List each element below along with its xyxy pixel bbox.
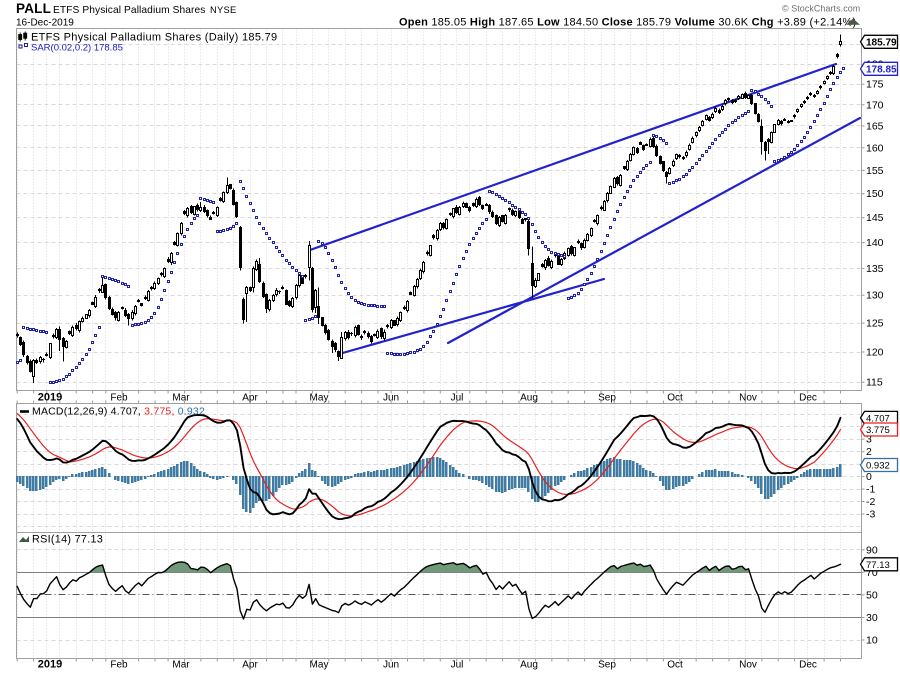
svg-text:Jul: Jul xyxy=(451,660,464,671)
svg-text:May: May xyxy=(310,393,329,404)
svg-text:Aug: Aug xyxy=(520,393,538,404)
svg-text:Apr: Apr xyxy=(242,393,258,404)
svg-text:Feb: Feb xyxy=(110,660,128,671)
svg-text:Aug: Aug xyxy=(520,660,538,671)
svg-text:0: 0 xyxy=(866,471,872,483)
svg-text:150: 150 xyxy=(866,188,884,200)
svg-text:165: 165 xyxy=(866,121,884,133)
svg-text:Sep: Sep xyxy=(598,660,616,671)
svg-text:-3: -3 xyxy=(866,509,875,521)
svg-text:Jul: Jul xyxy=(451,393,464,404)
svg-text:© StockCharts.com: © StockCharts.com xyxy=(782,4,860,14)
svg-text:Nov: Nov xyxy=(739,660,757,671)
svg-text:3.775: 3.775 xyxy=(866,425,890,436)
svg-text:70: 70 xyxy=(866,567,878,579)
svg-text:178.85: 178.85 xyxy=(866,64,897,75)
svg-text:ETFS Physical Palladium Shares: ETFS Physical Palladium Shares (Daily) 1… xyxy=(31,32,277,44)
svg-text:Dec: Dec xyxy=(799,393,817,404)
svg-text:50: 50 xyxy=(866,589,878,601)
svg-text:Jun: Jun xyxy=(383,660,399,671)
svg-text:2019: 2019 xyxy=(38,659,62,671)
svg-text:NYSE: NYSE xyxy=(210,5,237,15)
svg-text:PALL: PALL xyxy=(16,1,51,16)
svg-text:140: 140 xyxy=(866,237,884,249)
svg-text:Oct: Oct xyxy=(667,393,683,404)
svg-text:Nov: Nov xyxy=(739,393,757,404)
svg-text:30: 30 xyxy=(866,612,878,624)
svg-text:-2: -2 xyxy=(866,496,875,508)
svg-text:-1: -1 xyxy=(866,484,875,496)
svg-text:3: 3 xyxy=(866,434,872,446)
svg-text:185.79: 185.79 xyxy=(866,37,897,48)
svg-text:May: May xyxy=(310,660,329,671)
svg-text:Oct: Oct xyxy=(667,660,683,671)
svg-text:Jun: Jun xyxy=(383,393,399,404)
svg-text:Sep: Sep xyxy=(598,393,616,404)
svg-text:ETFS Physical Palladium Shares: ETFS Physical Palladium Shares xyxy=(53,5,205,16)
svg-text:16-Dec-2019: 16-Dec-2019 xyxy=(16,18,74,29)
svg-text:77.13: 77.13 xyxy=(866,560,890,571)
svg-text:160: 160 xyxy=(866,142,884,154)
svg-text:90: 90 xyxy=(866,544,878,556)
svg-text:Mar: Mar xyxy=(172,660,190,671)
svg-text:Feb: Feb xyxy=(110,393,128,404)
svg-text:125: 125 xyxy=(866,318,884,330)
svg-text:175: 175 xyxy=(866,79,884,91)
svg-text:2019: 2019 xyxy=(38,392,62,404)
svg-text:Open 185.05 High 187.65 Low 18: Open 185.05 High 187.65 Low 184.50 Close… xyxy=(399,17,856,29)
svg-text:4.707: 4.707 xyxy=(866,413,890,424)
svg-text:135: 135 xyxy=(866,263,884,275)
svg-text:120: 120 xyxy=(866,347,884,359)
svg-text:155: 155 xyxy=(866,165,884,177)
svg-text:SAR(0.02,0.2) 178.85: SAR(0.02,0.2) 178.85 xyxy=(31,43,123,54)
svg-text:145: 145 xyxy=(866,212,884,224)
svg-text:RSI(14) 77.13: RSI(14) 77.13 xyxy=(32,534,103,546)
svg-text:170: 170 xyxy=(866,99,884,111)
svg-text:MACD(12,26,9) 4.707, 3.775, 0.: MACD(12,26,9) 4.707, 3.775, 0.932 xyxy=(32,406,205,418)
svg-text:0.932: 0.932 xyxy=(866,461,890,472)
svg-text:130: 130 xyxy=(866,290,884,302)
svg-text:10: 10 xyxy=(866,635,878,647)
svg-text:115: 115 xyxy=(866,377,883,389)
svg-text:2: 2 xyxy=(866,446,872,458)
svg-text:Apr: Apr xyxy=(242,660,258,671)
svg-text:Mar: Mar xyxy=(172,393,190,404)
svg-text:Dec: Dec xyxy=(799,660,817,671)
